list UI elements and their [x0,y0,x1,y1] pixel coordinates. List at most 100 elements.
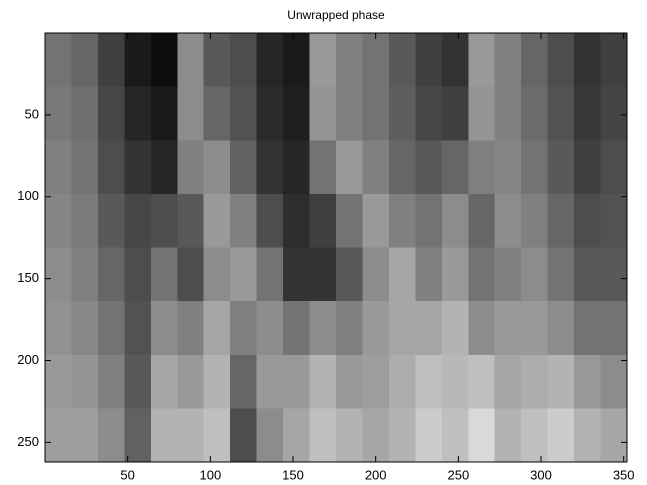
pixel-cell [177,301,205,356]
pixel-cell [177,33,205,88]
pixel-cell [362,354,390,409]
pixel-cell [309,86,337,141]
pixel-cell [574,33,602,88]
x-tick-label: 50 [120,467,134,482]
pixel-cell [283,193,311,248]
pixel-cell [362,86,390,141]
pixel-cell [388,354,416,409]
pixel-cell [150,354,178,409]
pixel-cell [574,408,602,463]
pixel-cell [230,33,258,88]
pixel-cell [177,408,205,463]
pixel-cell [203,86,231,141]
pixel-cell [203,247,231,302]
pixel-cell [45,33,72,88]
pixel-cell [309,408,337,463]
x-tick-label: 350 [613,467,635,482]
pixel-cell [283,86,311,141]
pixel-cell [574,247,602,302]
x-tick-label: 150 [282,467,304,482]
pixel-cell [415,86,443,141]
pixel-cell [309,193,337,248]
pixel-cell [362,408,390,463]
pixel-cell [547,86,575,141]
pixel-cell [494,86,522,141]
y-tick-label: 250 [17,434,39,449]
pixel-cell [230,86,258,141]
pixel-cell [600,193,628,248]
pixel-cell [600,301,628,356]
pixel-cell [600,140,628,195]
pixel-cell [177,247,205,302]
pixel-cell [468,408,496,463]
pixel-cell [45,408,72,463]
pixel-cell [71,193,99,248]
y-tick-label: 50 [25,106,39,121]
pixel-cell [124,86,152,141]
pixel-cell [415,33,443,88]
pixel-cell [441,354,469,409]
pixel-cell [336,140,363,195]
pixel-cell [441,86,469,141]
pixel-cell [45,247,72,302]
pixel-cell [468,301,496,356]
pixel-cell [494,408,522,463]
pixel-cell [124,140,152,195]
pixel-cell [441,140,469,195]
pixel-cell [362,140,390,195]
pixel-cell [150,193,178,248]
pixel-cell [336,247,363,302]
pixel-cell [388,408,416,463]
pixel-cell [309,301,337,356]
pixel-cell [600,247,628,302]
pixel-cell [230,408,258,463]
pixel-cell [494,301,522,356]
pixel-cell [574,140,602,195]
pixel-cell [600,354,628,409]
pixel-cell [203,408,231,463]
pixel-cell [283,301,311,356]
pixel-cell [309,354,337,409]
pixel-cell [521,86,549,141]
pixel-cell [97,33,125,88]
pixel-cell [388,193,416,248]
pixel-cell [283,140,311,195]
pixel-cell [600,86,628,141]
pixel-cell [309,140,337,195]
pixel-cell [71,33,99,88]
pixel-cell [547,193,575,248]
pixel-cell [415,140,443,195]
pixel-cell [388,33,416,88]
pixel-cell [230,140,258,195]
pixel-cell [150,140,178,195]
pixel-cell [441,408,469,463]
pixel-cell [150,33,178,88]
pixel-cell [388,86,416,141]
pixel-cell [600,408,628,463]
pixel-cell [415,301,443,356]
pixel-cell [388,140,416,195]
pixel-cell [336,33,363,88]
pixel-cell [256,193,284,248]
pixel-cell [97,86,125,141]
pixel-cell [441,301,469,356]
pixel-cell [521,33,549,88]
pixel-cell [45,140,72,195]
pixel-cell [468,86,496,141]
pixel-cell [468,247,496,302]
y-tick-label: 200 [17,352,39,367]
pixel-cell [494,193,522,248]
pixel-cell [230,301,258,356]
pixel-cell [230,354,258,409]
pixel-cell [124,247,152,302]
pixel-cell [415,354,443,409]
pixel-cell [547,301,575,356]
chart-title: Unwrapped phase [287,8,385,22]
pixel-cell [256,408,284,463]
pixel-cell [468,354,496,409]
pixel-cell [45,354,72,409]
pixel-cell [600,33,628,88]
pixel-cell [97,140,125,195]
pixel-cell [256,301,284,356]
pixel-cell [283,247,311,302]
